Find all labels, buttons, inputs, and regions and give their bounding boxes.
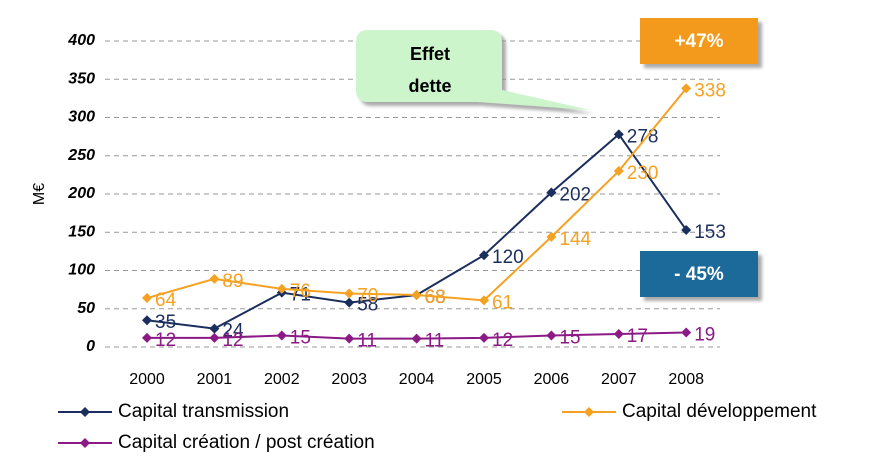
callout-box [640, 18, 758, 64]
point [681, 327, 692, 338]
annotation-text: - 45% [674, 264, 724, 285]
data-label: 19 [694, 324, 715, 345]
callout-bubble [356, 30, 590, 110]
x-tick-label: 2000 [129, 371, 165, 388]
data-label: 15 [290, 328, 311, 349]
data-label: 61 [492, 292, 513, 313]
data-label: 11 [425, 331, 445, 352]
annotation-text: Effet [410, 44, 450, 64]
data-label: 70 [357, 285, 378, 306]
series-line [146, 87, 687, 302]
point [613, 166, 624, 177]
data-label: 15 [559, 328, 580, 349]
point [276, 330, 287, 341]
point [479, 295, 489, 306]
annotation-text: +47% [674, 31, 723, 52]
x-tick-label: 2008 [668, 371, 704, 388]
point [479, 250, 489, 261]
legend-marker [584, 407, 594, 417]
point [142, 315, 152, 326]
data-label: 12 [222, 330, 243, 351]
data-label: 68 [425, 287, 446, 308]
y-tick-label: 100 [68, 262, 95, 279]
point [344, 333, 355, 344]
point [479, 332, 489, 343]
x-tick-label: 2007 [601, 371, 637, 388]
point [613, 328, 624, 339]
data-label: 230 [627, 163, 659, 184]
data-label: 11 [357, 331, 377, 352]
point [142, 332, 152, 343]
y-tick-label: 150 [68, 223, 95, 240]
legend-label: Capital création / post création [118, 432, 375, 453]
x-tick-label: 2002 [264, 371, 300, 388]
x-tick-label: 2005 [466, 371, 502, 388]
point [681, 224, 692, 235]
data-label: 120 [492, 247, 524, 268]
data-label: 89 [222, 271, 243, 292]
data-label: 12 [492, 330, 513, 351]
y-tick-label: 50 [77, 300, 95, 317]
data-label: 58 [357, 295, 378, 316]
y-tick-label: 0 [86, 338, 95, 355]
x-tick-label: 2001 [197, 371, 233, 388]
legend-label: Capital développement [622, 401, 817, 422]
point [411, 333, 422, 344]
point [546, 330, 557, 341]
y-tick-label: 250 [67, 147, 95, 164]
data-label: 76 [290, 281, 311, 302]
point [209, 273, 220, 284]
point [142, 293, 152, 304]
y-tick-label: 400 [67, 32, 95, 49]
point [613, 129, 624, 140]
data-label: 144 [559, 229, 591, 250]
point [411, 289, 422, 300]
annotation-text: dette [408, 76, 451, 96]
data-label: 153 [694, 222, 726, 243]
point [276, 283, 287, 294]
y-axis-label: M€ [31, 183, 48, 205]
x-tick-label: 2003 [331, 371, 367, 388]
x-tick-label: 2004 [399, 371, 435, 388]
y-tick-label: 200 [67, 185, 95, 202]
data-label: 202 [559, 184, 591, 205]
y-tick-label: 350 [68, 70, 95, 87]
data-label: 12 [155, 330, 176, 351]
data-label: 35 [155, 312, 176, 333]
point [344, 297, 355, 308]
point [344, 288, 355, 299]
legend-marker [80, 407, 90, 417]
point [546, 231, 557, 242]
data-label: 338 [694, 80, 726, 101]
legend-marker [80, 438, 90, 448]
data-label: 17 [627, 326, 648, 347]
legend-label: Capital transmission [118, 401, 289, 422]
annotations: Effet dette +47% - 45% [356, 18, 758, 297]
callout-box [640, 251, 758, 297]
point [209, 323, 220, 334]
point [209, 332, 220, 343]
x-tick-label: 2006 [534, 371, 570, 388]
y-tick-label: 300 [68, 109, 95, 126]
data-label: 68 [425, 287, 446, 308]
point [681, 83, 692, 94]
data-label: 64 [155, 290, 177, 311]
point [546, 187, 557, 198]
